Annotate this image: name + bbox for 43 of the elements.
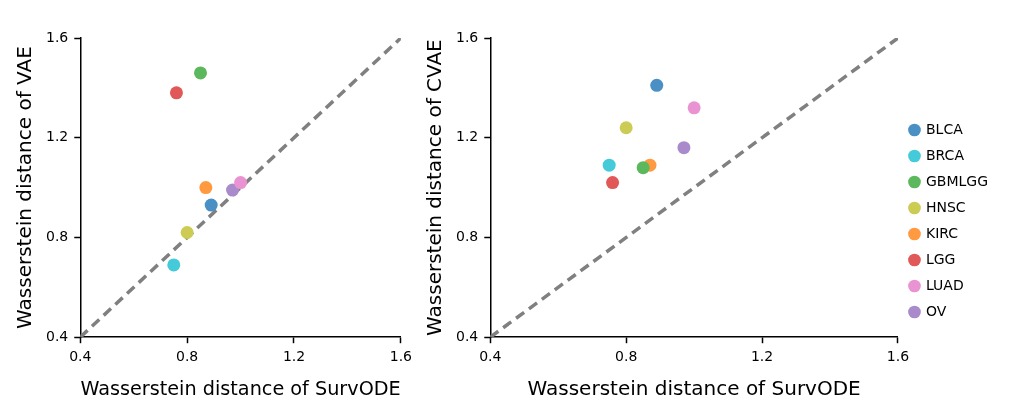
- point: [677, 141, 691, 155]
- point: [226, 183, 240, 197]
- legend-label: LGG: [925, 250, 956, 267]
- point: [606, 176, 620, 190]
- point: [204, 198, 218, 212]
- x-tick-label: 0.4: [479, 348, 502, 365]
- legend-label: GBMLGG: [925, 172, 988, 189]
- y-tick-label: 0.8: [456, 228, 479, 245]
- point: [619, 121, 633, 135]
- y-tick-label: 0.4: [46, 327, 69, 344]
- x-tick-label: 0.8: [615, 348, 638, 365]
- point: [193, 66, 207, 80]
- point: [167, 258, 181, 272]
- y-tick-label: 1.2: [46, 128, 69, 145]
- point: [180, 225, 194, 239]
- legend-label: BRCA: [925, 146, 965, 163]
- y-tick-label: 1.2: [456, 128, 479, 145]
- point: [169, 86, 183, 100]
- x-tick-label: 1.6: [389, 348, 413, 365]
- y-tick-label: 0.4: [456, 327, 479, 344]
- x-axis-title: Wasserstein distance of SurvODE: [527, 376, 861, 401]
- x-tick-label: 1.2: [750, 348, 774, 365]
- x-axis-title: Wasserstein distance of SurvODE: [80, 376, 401, 401]
- x-tick-label: 1.6: [886, 348, 910, 365]
- point: [234, 176, 248, 190]
- x-tick-label: 0.8: [176, 348, 199, 365]
- y-tick-label: 0.8: [46, 228, 69, 245]
- point: [602, 158, 616, 172]
- point: [199, 181, 213, 195]
- y-axis-title: Wasserstein distance of VAE: [12, 46, 37, 329]
- legend-label: HNSC: [925, 198, 966, 215]
- y-tick-label: 1.6: [456, 28, 479, 45]
- legend-label: OV: [925, 302, 947, 319]
- y-axis-title: Wasserstein distance of CVAE: [422, 39, 447, 336]
- legend-label: LUAD: [925, 276, 964, 293]
- x-tick-label: 0.4: [69, 348, 92, 365]
- point: [636, 161, 650, 175]
- point: [687, 101, 701, 115]
- x-tick-label: 1.2: [282, 348, 306, 365]
- legend-label: BLCA: [925, 120, 964, 137]
- y-tick-label: 1.6: [46, 28, 69, 45]
- point: [650, 78, 664, 92]
- legend-label: KIRC: [925, 224, 959, 241]
